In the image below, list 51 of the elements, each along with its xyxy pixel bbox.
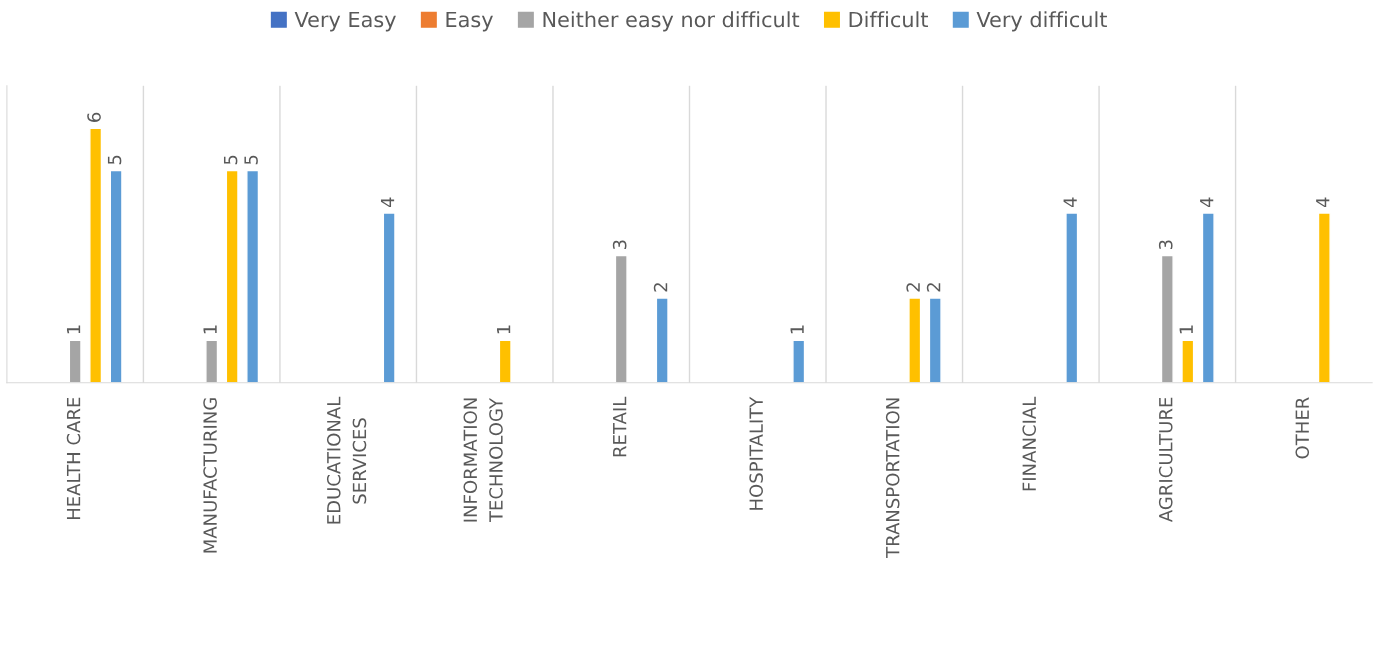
data-label: 6 [87, 112, 101, 122]
data-label: 2 [906, 283, 920, 292]
data-label: 3 [612, 240, 627, 250]
bar [908, 297, 922, 383]
data-label: 4 [1316, 197, 1330, 208]
x-tick-label: FINANCIAL [1022, 396, 1037, 491]
bar [1160, 254, 1174, 383]
bar [225, 169, 239, 383]
x-tick-label: EDUCATIONAL SERVICES [326, 396, 367, 524]
bar [1317, 212, 1331, 383]
data-label: 4 [380, 197, 395, 208]
x-tick-label: TRANSPORTATION [885, 398, 900, 558]
x-tick-label: MANUFACTURING [203, 398, 217, 553]
x-tick-label: HEALTH CARE [66, 397, 81, 520]
bar [109, 169, 123, 383]
bar [928, 297, 942, 383]
data-label: 5 [107, 155, 122, 165]
legend-label: Very difficult [976, 11, 1107, 32]
data-label: 4 [1063, 197, 1077, 208]
x-tick-label: HOSPITALITY [749, 396, 763, 510]
data-label: 1 [790, 325, 804, 334]
bar [792, 339, 806, 383]
bar [205, 339, 219, 383]
bar [89, 127, 103, 383]
data-label: 1 [1179, 325, 1193, 334]
bar [246, 169, 260, 383]
x-tick-label: OTHER [1295, 397, 1310, 459]
bar [1201, 212, 1215, 383]
data-label: 1 [203, 325, 217, 334]
data-label: 3 [1158, 240, 1173, 250]
data-label: 5 [223, 155, 238, 165]
data-label: 2 [653, 283, 668, 292]
bar [68, 339, 82, 383]
bar [1181, 339, 1195, 383]
bar [655, 297, 669, 383]
legend-label: Easy [446, 11, 493, 32]
bar [614, 254, 628, 383]
x-tick-label: AGRICULTURE [1158, 397, 1173, 523]
legend-label: Very Easy [294, 11, 396, 32]
data-label: 1 [497, 325, 511, 334]
legend-label: Neither easy nor difficult [543, 11, 800, 32]
bar [1065, 212, 1079, 383]
x-tick-label: RETAIL [613, 396, 627, 457]
bar [498, 339, 512, 383]
data-label: 1 [66, 325, 81, 334]
data-label: 4 [1200, 197, 1214, 208]
legend-label: Difficult [849, 11, 928, 28]
x-tick-label: INFORMATION TECHNOLOGY [463, 397, 503, 523]
bar [382, 212, 396, 383]
data-label: 5 [244, 155, 258, 165]
data-label: 2 [926, 283, 941, 292]
